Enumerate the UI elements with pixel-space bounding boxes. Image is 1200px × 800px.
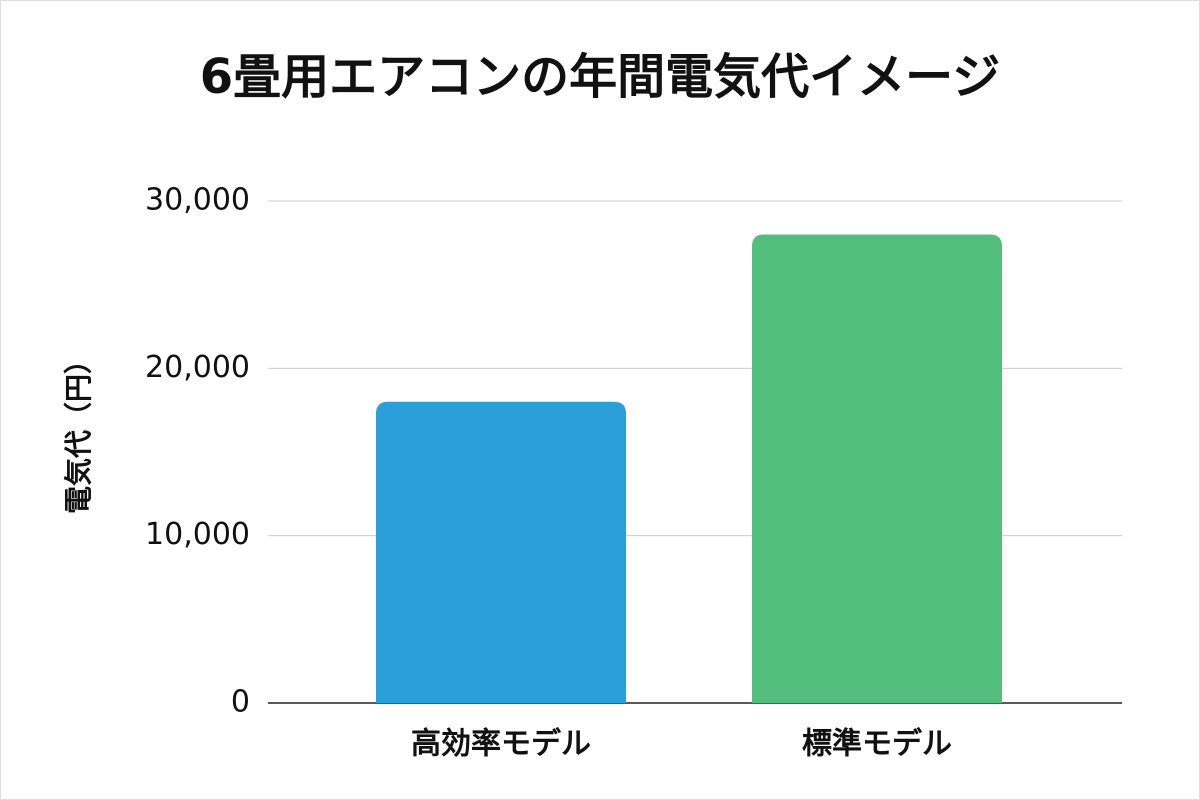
y-tick-label: 0 <box>231 685 250 720</box>
bar <box>375 401 627 703</box>
x-tick-label: 高効率モデル <box>411 727 591 762</box>
y-tick-label: 30,000 <box>145 183 250 218</box>
bar <box>751 234 1003 703</box>
chart-title: 6畳用エアコンの年間電気代イメージ <box>200 49 1000 105</box>
y-tick-label: 10,000 <box>145 517 250 552</box>
y-axis-label: 電気代（円） <box>62 346 95 514</box>
x-tick-label: 標準モデル <box>802 727 952 762</box>
y-tick-label: 20,000 <box>145 350 250 385</box>
